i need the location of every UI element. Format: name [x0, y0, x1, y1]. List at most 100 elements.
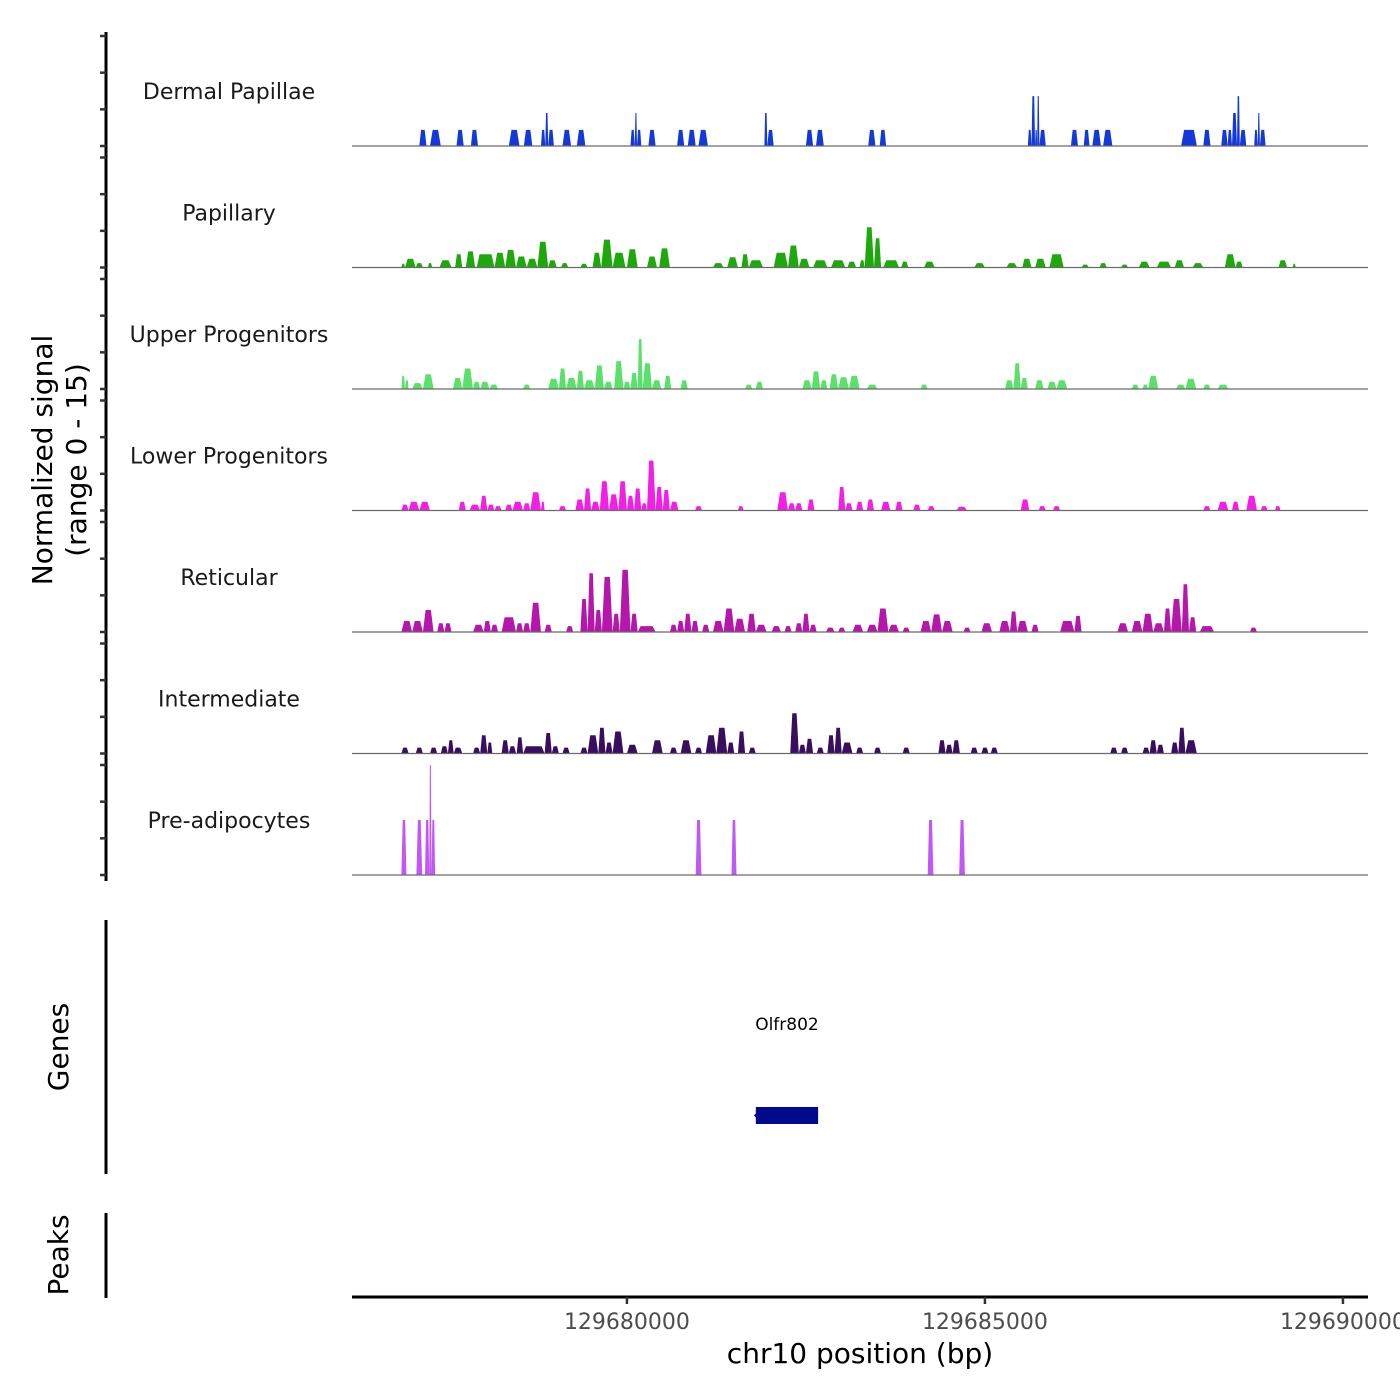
signal-peak — [931, 614, 942, 632]
signal-peak — [401, 375, 405, 389]
signal-peak — [612, 613, 620, 632]
signal-peak — [856, 747, 864, 754]
signal-peak — [755, 381, 763, 389]
signal-peak — [523, 129, 533, 146]
signal-peak — [587, 735, 599, 754]
signal-peak — [634, 488, 642, 511]
signal-peak — [669, 747, 678, 754]
signal-peak — [1142, 613, 1154, 632]
signal-peak — [737, 731, 746, 754]
signal-peak — [618, 481, 627, 511]
x-tick-label: 129685000 — [922, 1310, 1048, 1335]
signal-peak — [1103, 129, 1113, 146]
signal-peak — [401, 504, 409, 511]
y-axis-title-line1: Normalized signal — [26, 335, 59, 586]
signal-peak — [827, 735, 835, 754]
coverage-tracks: Dermal Papillae Papillary Upper Progenitor… — [130, 80, 1368, 876]
signal-peak — [580, 599, 588, 632]
signal-peak — [1060, 621, 1075, 632]
signal-peak — [487, 504, 495, 511]
signal-peak — [981, 747, 989, 754]
signal-peak — [1232, 501, 1240, 511]
signal-peak — [795, 503, 803, 511]
signal-peak — [1081, 264, 1089, 268]
signal-peak — [809, 624, 817, 632]
signal-peak — [920, 384, 928, 389]
signal-peak — [544, 733, 552, 754]
signal-peak — [566, 626, 574, 632]
signal-peak — [1142, 384, 1149, 389]
signal-peak — [659, 248, 670, 268]
signal-peak — [551, 746, 559, 754]
signal-peak — [429, 765, 432, 875]
signal-peak — [516, 256, 527, 268]
signal-peak — [811, 371, 821, 389]
signal-peak — [795, 623, 803, 632]
signal-peak — [1232, 113, 1237, 146]
signal-peak — [920, 621, 932, 632]
signal-peak — [856, 501, 864, 511]
signal-peak — [642, 363, 652, 389]
signal-peak — [1039, 129, 1046, 146]
strand-arrow-icon — [753, 1111, 759, 1120]
signal-peak — [691, 621, 699, 632]
signal-peak — [859, 260, 865, 268]
signal-peak — [587, 573, 595, 632]
signal-peak — [680, 740, 692, 754]
signal-peak — [637, 339, 643, 389]
signal-peak — [505, 504, 513, 511]
signal-peak — [584, 380, 595, 389]
signal-peak — [401, 747, 409, 754]
signal-peak — [462, 368, 473, 389]
signal-peak — [580, 747, 588, 754]
signal-peak — [669, 501, 679, 511]
signal-peak — [695, 747, 703, 754]
x-axis-title: chr10 position (bp) — [727, 1337, 993, 1370]
signal-peak — [641, 503, 647, 511]
track-label: Pre-adipocytes — [148, 809, 311, 834]
signal-peak — [1178, 727, 1186, 754]
signal-peak — [480, 495, 488, 511]
signal-peak — [777, 492, 788, 511]
gene-olfr802[interactable]: Olfr802 — [753, 1015, 819, 1124]
signal-peak — [963, 627, 971, 632]
signal-peak — [548, 260, 557, 268]
signal-peak — [505, 249, 516, 268]
signal-peak — [1131, 621, 1143, 632]
gene-body — [755, 1107, 819, 1124]
signal-peak — [1022, 258, 1032, 268]
signal-peak — [637, 626, 656, 632]
signal-peak — [523, 503, 531, 511]
signal-peak — [530, 492, 541, 511]
signal-peak — [483, 621, 491, 632]
signal-peak — [630, 372, 638, 389]
signal-peak — [647, 256, 657, 268]
signal-peak — [440, 746, 448, 754]
coverage-y-ticks — [100, 34, 106, 877]
signal-peak — [1037, 96, 1040, 146]
signal-peak — [1006, 263, 1018, 268]
signal-peak — [945, 744, 953, 754]
signal-peak — [594, 610, 602, 632]
signal-peak — [841, 742, 853, 754]
signal-peak — [490, 624, 499, 632]
signal-peak — [469, 504, 481, 511]
signal-peak — [1017, 621, 1028, 632]
signal-peak — [1074, 615, 1082, 632]
signal-peak — [512, 501, 524, 511]
signal-peak — [530, 602, 541, 632]
signal-peak — [626, 249, 638, 268]
signal-peak — [447, 740, 454, 754]
signal-peak — [834, 727, 842, 754]
signal-peak — [508, 129, 520, 146]
signal-peak — [888, 624, 899, 632]
signal-peak — [548, 129, 554, 146]
signal-peak — [1254, 129, 1258, 146]
signal-peak — [952, 740, 960, 754]
signal-peak — [831, 260, 846, 268]
signal-peak — [1153, 623, 1164, 632]
signal-peak — [634, 113, 637, 146]
signal-peak — [439, 260, 452, 268]
track-dermal-papillae: Dermal Papillae — [143, 80, 1368, 147]
